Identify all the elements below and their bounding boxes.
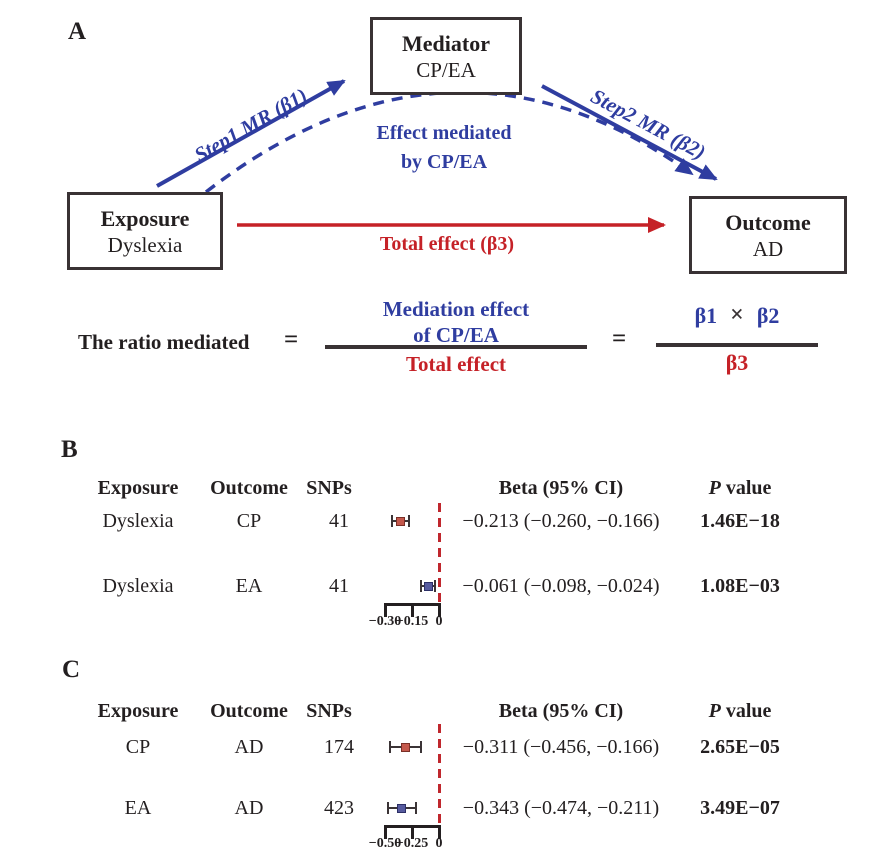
ratio-mediated-label: The ratio mediated [78, 330, 250, 354]
total-effect-label: Total effect (β3) [379, 233, 515, 255]
panel-b-row-exposure: Dyslexia [102, 510, 174, 532]
panel-c-axis-tick-label: −0.50 [368, 836, 402, 851]
fraction2-bar [656, 343, 818, 347]
panel-c-axis-tick [438, 825, 441, 839]
panel-b-axis-tick-label: −0.15 [395, 614, 429, 629]
panel-b-row-pvalue: 1.46E−18 [700, 510, 780, 532]
fraction1-denominator: Total effect [405, 352, 507, 376]
panel-c-axis-tick-label: 0 [435, 836, 443, 851]
panel-b-axis-tick-label: −0.30 [368, 614, 402, 629]
panel-c-ci-cap-right [415, 802, 418, 814]
panel-c-axis-tick [411, 825, 414, 839]
mediated-effect-line1: Effect mediated [376, 122, 512, 144]
panel-b-row-outcome: EA [235, 575, 263, 597]
panel-b-label: B [61, 436, 78, 463]
panel-b-row-beta-ci: −0.061 (−0.098, −0.024) [462, 575, 660, 597]
fraction2-denominator: β3 [725, 350, 749, 375]
panel-c-row-outcome: AD [234, 736, 264, 758]
fraction2-numerator: β1 × β2 [656, 302, 818, 329]
panel-c-row-snps: 423 [324, 797, 354, 819]
mediator-box: Mediator CP/EA [370, 17, 522, 95]
panel-a-label: A [68, 18, 87, 45]
outcome-title: Outcome [725, 209, 811, 235]
panel-b-row-pvalue: 1.08E−03 [700, 575, 780, 597]
panel-b-ci-cap-right [408, 515, 411, 527]
panel-c-header-snps: SNPs [306, 700, 352, 722]
panel-b-zero-line [438, 503, 441, 614]
panel-c-axis-tick [384, 825, 387, 839]
fraction1-bar [325, 345, 587, 349]
mediator-title: Mediator [402, 30, 490, 56]
panel-c-header-beta: Beta (95% CI) [498, 700, 624, 722]
panel-b-axis-tick [438, 603, 441, 617]
outcome-box: Outcome AD [689, 196, 847, 274]
equals-sign-1: = [284, 326, 299, 353]
panel-b-row-snps: 41 [329, 575, 349, 597]
panel-b-header-exposure: Exposure [97, 477, 179, 499]
panel-c-header-outcome: Outcome [210, 700, 288, 722]
panel-c-point-estimate-marker [400, 742, 410, 752]
panel-b-axis-tick [411, 603, 414, 617]
panel-c-zero-line [438, 724, 441, 830]
panel-b-header-p-rest: value [725, 477, 772, 499]
panel-b-header-p-italic: P [708, 477, 721, 499]
panel-c-row-exposure: CP [125, 736, 151, 758]
panel-b-ci-cap-left [391, 515, 394, 527]
panel-c-row-snps: 174 [324, 736, 354, 758]
beta1-symbol: β1 [694, 302, 718, 328]
mediator-subtitle: CP/EA [416, 57, 476, 82]
panel-c-ci-cap-right [420, 741, 423, 753]
exposure-subtitle: Dyslexia [107, 232, 183, 257]
panel-c-label: C [62, 656, 81, 683]
panel-b-row-exposure: Dyslexia [102, 575, 174, 597]
panel-c-axis-tick-label: −0.25 [395, 836, 429, 851]
panel-b-ci-cap-right [433, 580, 436, 592]
mediated-effect-line2: by CP/EA [400, 151, 488, 173]
panel-b-header-outcome: Outcome [210, 477, 288, 499]
panel-c-row-pvalue: 2.65E−05 [700, 736, 780, 758]
exposure-box: Exposure Dyslexia [67, 192, 223, 270]
panel-b-ci-cap-left [420, 580, 423, 592]
fraction1-num-line1: Mediation effect [382, 297, 530, 321]
panel-b-header-snps: SNPs [306, 477, 352, 499]
panel-b-axis-tick [384, 603, 387, 617]
panel-b-point-estimate-marker [396, 516, 406, 526]
panel-b-axis-tick-label: 0 [435, 614, 443, 629]
panel-c-ci-cap-left [386, 802, 389, 814]
panel-c-row-outcome: AD [234, 797, 264, 819]
panel-b-header-beta: Beta (95% CI) [498, 477, 624, 499]
panel-b-row-outcome: CP [236, 510, 262, 532]
fraction1-numerator: Mediation effect of CP/EA [325, 296, 587, 348]
panel-c-row-beta-ci: −0.311 (−0.456, −0.166) [462, 736, 660, 758]
panel-c-row-pvalue: 3.49E−07 [700, 797, 780, 819]
panel-b-point-estimate-marker [423, 581, 433, 591]
beta2-symbol: β2 [756, 302, 780, 328]
panel-c-header-p-italic: P [708, 700, 721, 722]
multiply-sign: × [730, 302, 744, 328]
panel-c-header-p-rest: value [725, 700, 772, 722]
equals-sign-2: = [612, 325, 627, 352]
panel-c-row-beta-ci: −0.343 (−0.474, −0.211) [462, 797, 660, 819]
panel-c-ci-cap-left [388, 741, 391, 753]
step1-arrow [156, 79, 346, 188]
outcome-subtitle: AD [752, 236, 784, 261]
panel-b-row-snps: 41 [329, 510, 349, 532]
panel-b-row-beta-ci: −0.213 (−0.260, −0.166) [462, 510, 660, 532]
panel-c-row-exposure: EA [124, 797, 152, 819]
exposure-title: Exposure [100, 205, 190, 231]
fraction1-num-line2: of CP/EA [413, 323, 499, 347]
panel-c-header-exposure: Exposure [97, 700, 179, 722]
panel-c-point-estimate-marker [397, 803, 407, 813]
mediated-effect-label: Effect mediated by CP/EA [324, 119, 564, 177]
